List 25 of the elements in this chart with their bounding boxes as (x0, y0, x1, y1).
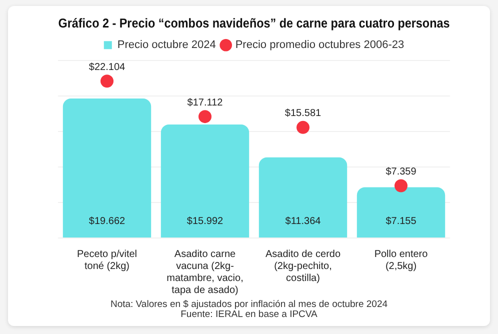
point (394, 179, 408, 192)
legend-label: Precio promedio octubres 2006-23 (235, 39, 404, 52)
x-tick-label: Asadito carne vacuna (2kg-matambre, vacio, tapa de asado) (166, 248, 244, 296)
x-tick-label: Peceto p/vitel toné (2kg) (76, 248, 138, 272)
bar (356, 187, 446, 238)
x-tick-label: Asadito de cerdo (2kg-pechito, costilla) (265, 248, 341, 284)
bar (62, 98, 152, 238)
legend-label: Precio octubre 2024 (117, 39, 216, 52)
data-label: $17.112 (187, 97, 224, 108)
text: Nota: Valores en $ ajustados por inflación al mes de octubre 2024 (109, 299, 389, 310)
chart-title: Gráfico 2 - Precio “combos navideños” de carne para cuatro personas (58, 16, 450, 31)
data-label: $7.359 (386, 166, 417, 178)
data-label: $11.364 (285, 216, 322, 227)
data-label: $15.992 (186, 216, 224, 227)
point (296, 120, 310, 134)
bar (160, 124, 250, 238)
data-label: $22.104 (88, 62, 126, 73)
x-tick-label: Pollo entero (2,5kg) (374, 248, 428, 272)
source-note: Fuente: IERAL en base a IPCVA (180, 309, 318, 320)
data-label: $15.581 (284, 108, 322, 120)
point (100, 74, 114, 88)
bar (258, 157, 348, 238)
data-label: $19.662 (88, 216, 126, 227)
point (198, 110, 212, 124)
data-label: $7.155 (386, 216, 417, 227)
